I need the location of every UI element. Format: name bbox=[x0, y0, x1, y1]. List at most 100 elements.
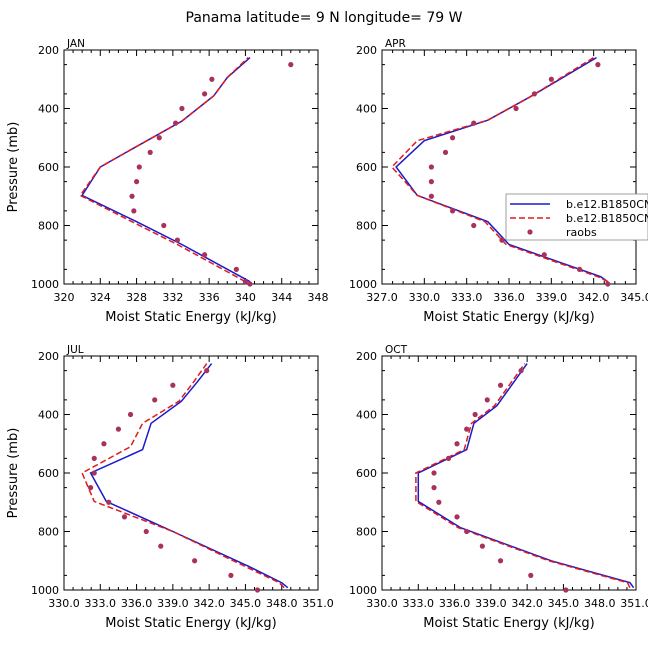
raobs-point bbox=[115, 426, 122, 432]
y-tick-label: 800 bbox=[38, 220, 59, 233]
raobs-point bbox=[449, 135, 456, 141]
x-axis-label: Moist Static Energy (kJ/kg) bbox=[423, 616, 594, 631]
raobs-point bbox=[472, 411, 478, 418]
raobs-point bbox=[428, 164, 434, 170]
x-tick-label: 342.0 bbox=[511, 597, 543, 610]
x-tick-label: 336.0 bbox=[121, 597, 153, 610]
y-tick-label: 200 bbox=[38, 44, 59, 57]
x-tick-label: 345.0 bbox=[548, 597, 580, 610]
raobs-point bbox=[129, 193, 135, 199]
raobs-point bbox=[445, 455, 452, 461]
panel-label: JUL bbox=[66, 344, 84, 356]
y-tick-label: 1000 bbox=[349, 278, 377, 291]
raobs-point bbox=[548, 76, 554, 82]
x-tick-label: 336.0 bbox=[439, 597, 471, 610]
y-axis-label: Pressure (mb) bbox=[6, 122, 21, 213]
y-tick-label: 600 bbox=[356, 161, 377, 174]
raobs-point bbox=[152, 397, 158, 403]
raobs-point bbox=[513, 105, 519, 112]
raobs-point bbox=[288, 62, 294, 68]
raobs-point bbox=[254, 587, 261, 593]
raobs-point bbox=[136, 164, 142, 170]
y-tick-label: 400 bbox=[356, 103, 377, 116]
panel-apr: APR 327.0 330.0 333.0 336.0 339.0 342.0 345.0 20… bbox=[349, 38, 648, 325]
raobs-point bbox=[541, 252, 547, 258]
x-tick-label: 332 bbox=[162, 291, 183, 304]
x-axis-label: Moist Static Energy (kJ/kg) bbox=[423, 310, 594, 325]
x-tick-label: 342.0 bbox=[193, 597, 225, 610]
x-tick-label: 339.0 bbox=[475, 597, 507, 610]
y-tick-label: 1000 bbox=[31, 278, 59, 291]
raobs-point bbox=[576, 266, 583, 272]
raobs-point bbox=[106, 499, 112, 505]
raobs-point bbox=[156, 135, 162, 141]
raobs-point bbox=[192, 558, 198, 564]
raobs-point bbox=[242, 279, 249, 285]
raobs-point bbox=[479, 543, 485, 549]
legend-label: b.e12.B1850CN bbox=[566, 212, 648, 225]
y-axis-label: Pressure (mb) bbox=[6, 428, 21, 519]
plot-frame bbox=[381, 355, 637, 591]
model-line-dashed bbox=[390, 56, 609, 283]
y-tick-label: 200 bbox=[356, 350, 377, 363]
raobs-point bbox=[471, 120, 477, 126]
raobs-point bbox=[91, 470, 97, 476]
raobs-point bbox=[143, 528, 149, 535]
figure-title: Panama latitude= 9 N longitude= 79 W bbox=[186, 10, 463, 26]
raobs-point bbox=[431, 470, 437, 476]
raobs-point bbox=[131, 208, 137, 214]
x-tick-label: 351.0 bbox=[620, 597, 648, 610]
x-tick-label: 328 bbox=[126, 291, 147, 304]
x-tick-label: 344 bbox=[271, 291, 292, 304]
raobs-point bbox=[449, 208, 456, 214]
raobs-point bbox=[147, 149, 153, 155]
y-tick-label: 800 bbox=[38, 526, 59, 539]
x-tick-label: 327.0 bbox=[366, 291, 398, 304]
raobs-point bbox=[170, 382, 176, 388]
model-line-solid bbox=[81, 57, 251, 283]
y-tick-label: 1000 bbox=[349, 584, 377, 597]
y-tick-label: 600 bbox=[38, 467, 59, 480]
x-tick-label: 342.0 bbox=[578, 291, 610, 304]
x-tick-label: 348.0 bbox=[266, 597, 298, 610]
raobs-point bbox=[531, 91, 538, 97]
y-tick-label: 600 bbox=[356, 467, 377, 480]
y-tick-label: 200 bbox=[38, 350, 59, 363]
x-tick-label: 348.0 bbox=[584, 597, 616, 610]
raobs-point bbox=[202, 252, 208, 258]
y-tick-label: 800 bbox=[356, 526, 377, 539]
y-tick-label: 1000 bbox=[31, 584, 59, 597]
raobs-point bbox=[127, 411, 134, 418]
raobs-point bbox=[121, 514, 128, 520]
legend-label: b.e12.B1850CN bbox=[566, 198, 648, 211]
plot-frame bbox=[381, 49, 637, 285]
raobs-point bbox=[428, 193, 434, 199]
y-tick-label: 200 bbox=[356, 44, 377, 57]
y-tick-label: 400 bbox=[38, 409, 59, 422]
x-tick-label: 324 bbox=[90, 291, 111, 304]
raobs-point bbox=[428, 179, 434, 185]
raobs-point bbox=[174, 237, 180, 243]
raobs-point bbox=[179, 105, 185, 112]
raobs-point bbox=[101, 441, 107, 447]
model-line-solid bbox=[89, 363, 289, 589]
raobs-point bbox=[595, 62, 601, 68]
panel-label: JAN bbox=[66, 38, 85, 50]
raobs-point bbox=[454, 441, 460, 447]
raobs-point bbox=[497, 382, 504, 388]
x-tick-label: 330.0 bbox=[366, 597, 398, 610]
raobs-point bbox=[464, 528, 470, 535]
x-tick-label: 340 bbox=[235, 291, 256, 304]
raobs-point bbox=[497, 558, 504, 564]
model-line-dashed bbox=[79, 57, 249, 283]
x-tick-label: 330.0 bbox=[48, 597, 80, 610]
raobs-point bbox=[233, 266, 239, 272]
panel-jan: JAN 320 324 328 332 336 340 344 348 200 400 600 800 1… bbox=[6, 38, 329, 325]
x-tick-label: 320 bbox=[54, 291, 75, 304]
x-tick-label: 351.0 bbox=[302, 597, 334, 610]
raobs-point bbox=[247, 281, 253, 287]
raobs-point bbox=[158, 543, 164, 549]
y-tick-label: 400 bbox=[356, 409, 377, 422]
x-tick-label: 333.0 bbox=[85, 597, 117, 610]
x-axis-label: Moist Static Energy (kJ/kg) bbox=[105, 310, 276, 325]
